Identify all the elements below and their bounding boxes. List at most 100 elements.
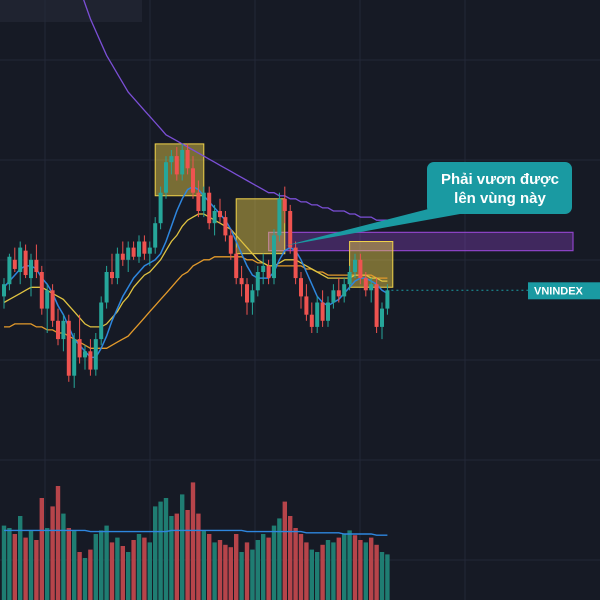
volume-bar [369,537,374,600]
volume-bar [282,501,287,600]
ma-long-line [83,0,388,221]
candle-body [201,192,206,211]
volume-bar [115,537,120,600]
candle-body [88,351,93,370]
volume-bar [23,537,28,600]
candle-body [153,223,158,248]
volume-bar [77,552,82,600]
volume-bar [385,554,390,600]
volume-bar [217,540,223,600]
candle-body [77,339,82,358]
candle-body [104,272,109,303]
volume-bar [271,525,277,600]
volume-bar [190,482,196,600]
volume-bar [255,540,260,600]
volume-bar [104,525,109,600]
callout-pointer [284,206,460,246]
callout: Phải vươn được lên vùng này [284,162,572,246]
volume-bar [250,549,255,600]
candle-body [326,302,330,321]
candle-body [266,265,271,279]
candle-body [299,278,303,297]
volume-bar [228,547,233,600]
volume-bar [234,534,239,600]
volume-bar [347,530,352,600]
price-label-background [528,282,600,300]
candle-body [304,296,309,315]
volume-bar [72,530,77,600]
candle-body [363,278,368,291]
candle-body [315,302,320,327]
volume-bar [244,542,250,600]
candle-body [185,150,190,169]
volume-bar [293,528,298,600]
volume-bar [120,546,125,600]
volume-bar [239,552,244,600]
candle-body [126,247,131,260]
candle-body [374,284,379,327]
candle-body [347,272,352,285]
ma-mid-line [3,213,388,328]
candle-body [218,211,222,218]
candle-body [164,162,168,193]
candle-body [212,211,217,224]
volume-bar [142,537,147,600]
candle-body [282,198,287,211]
candle-body [353,259,357,272]
candle-body [169,156,174,163]
candle-body [288,211,293,248]
volume-bar [266,537,271,600]
volume-bar [288,516,293,600]
candle-body [2,284,6,297]
volume-bar [379,552,385,600]
volume-bar [169,516,174,600]
price-label: VNINDEX [528,282,600,300]
candle-body [261,265,266,272]
candle-body [309,314,314,327]
volume-bar [298,534,304,600]
candle-body [239,278,244,285]
candle-body [277,198,282,236]
candle-body [385,290,390,309]
volume-bar [212,542,217,600]
volume-bar [88,549,93,600]
candle-body [234,253,239,279]
candle-body [34,259,39,272]
volume-bar [126,552,131,600]
candle-body [207,192,212,224]
volume-bar [7,528,12,600]
candle-body [99,302,104,340]
volume-bar [261,534,266,600]
candle-body [358,259,363,279]
candle-body [250,290,255,303]
volume-bar [342,534,347,600]
volume-bar [45,528,50,600]
candle-body [7,256,12,285]
volume-bar [309,549,314,600]
volume-bar [223,544,228,600]
volume-bar [352,535,358,600]
candle-body [29,259,33,279]
volume-bar [207,534,212,600]
price-label-symbol: VNINDEX [534,285,584,297]
candle-body [380,308,384,327]
candle-body [45,290,50,309]
volume-bar [363,542,368,600]
volume-bar [93,534,98,600]
candle-body [39,272,44,309]
candle-body [336,290,341,297]
candle-body [331,290,336,303]
volume-bar [180,494,185,600]
candle-body [56,320,60,340]
volume-bar [331,542,336,600]
candle-body [342,284,347,297]
candle-body [137,241,141,257]
volume-bar [325,540,331,600]
volume-ma-line [4,529,388,536]
candle-body [50,290,55,321]
candle-body [93,339,98,370]
volume-bar [55,486,61,600]
volume-bar [358,540,363,600]
